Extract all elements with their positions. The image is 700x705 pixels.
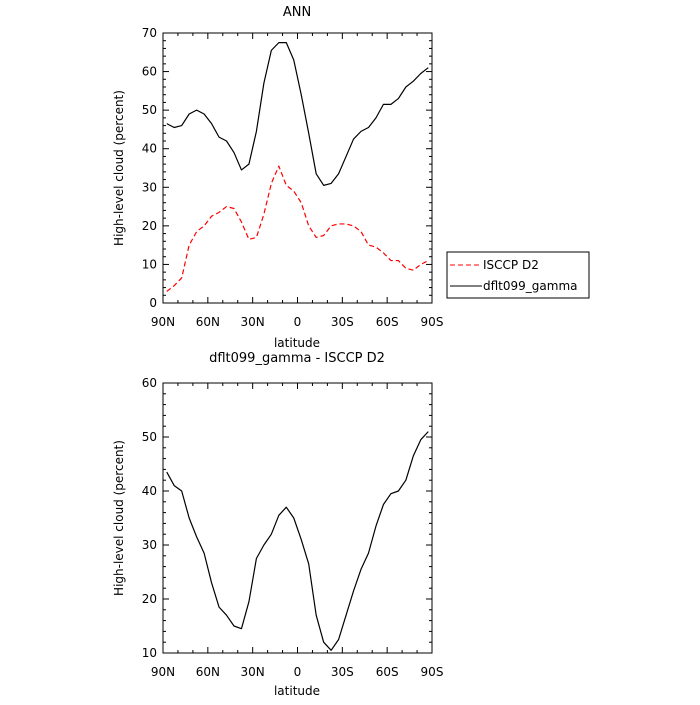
bottom-x-ticks: 90N 60N 30N 0 30S 60S 90S <box>151 383 444 679</box>
top-y-axis-label: High-level cloud (percent) <box>112 90 126 246</box>
top-y-tick-label: 70 <box>142 26 157 40</box>
top-x-ticks: 90N 60N 30N 0 30S 60S 90S <box>151 33 444 329</box>
top-series-line-isccp-d2 <box>166 165 429 292</box>
bottom-y-tick-label: 60 <box>142 376 157 390</box>
legend-label-isccp: ISCCP D2 <box>483 258 539 272</box>
top-x-tick-label: 0 <box>294 315 302 329</box>
top-x-axis-label: latitude <box>274 336 320 350</box>
top-series-lines <box>166 42 429 292</box>
top-plot-frame <box>162 32 433 304</box>
bottom-x-tick-label: 30N <box>241 665 265 679</box>
top-x-tick-label: 60N <box>196 315 220 329</box>
bottom-plot-frame <box>162 382 433 654</box>
bottom-y-tick-label: 20 <box>142 592 157 606</box>
bottom-y-ticks: 10 20 30 40 50 60 <box>142 376 432 660</box>
legend: ISCCP D2 dflt099_gamma <box>446 251 590 299</box>
top-y-tick-label: 0 <box>149 296 157 310</box>
bottom-y-tick-label: 50 <box>142 430 157 444</box>
bottom-x-tick-label: 30S <box>331 665 354 679</box>
bottom-x-tick-label: 60N <box>196 665 220 679</box>
top-series-line-dflt099-gamma <box>166 42 429 186</box>
bottom-x-tick-label: 90S <box>421 665 444 679</box>
bottom-y-tick-label: 40 <box>142 484 157 498</box>
bottom-chart-title: dflt099_gamma - ISCCP D2 <box>209 351 385 366</box>
top-chart-title: ANN <box>283 5 311 20</box>
bottom-x-tick-label: 0 <box>294 665 302 679</box>
top-y-tick-label: 30 <box>142 180 157 194</box>
bottom-x-tick-label: 60S <box>376 665 399 679</box>
top-x-tick-label: 90S <box>421 315 444 329</box>
top-y-tick-label: 60 <box>142 65 157 79</box>
bottom-x-axis-label: latitude <box>274 684 320 698</box>
bottom-panel: dflt099_gamma - ISCCP D2 10 20 30 40 50 60 90… <box>112 351 443 698</box>
top-x-tick-label: 60S <box>376 315 399 329</box>
top-y-tick-label: 40 <box>142 142 157 156</box>
top-y-tick-label: 10 <box>142 257 157 271</box>
legend-label-dflt099: dflt099_gamma <box>483 279 578 293</box>
bottom-series-line-difference <box>166 431 429 651</box>
top-y-ticks: 0 10 20 30 40 50 60 70 <box>142 26 432 310</box>
top-y-tick-label: 20 <box>142 219 157 233</box>
top-x-tick-label: 30S <box>331 315 354 329</box>
bottom-x-tick-label: 90N <box>151 665 175 679</box>
bottom-y-axis-label: High-level cloud (percent) <box>112 440 126 596</box>
bottom-y-tick-label: 30 <box>142 538 157 552</box>
top-y-tick-label: 50 <box>142 103 157 117</box>
top-x-tick-label: 90N <box>151 315 175 329</box>
bottom-series-lines <box>166 431 429 651</box>
top-x-tick-label: 30N <box>241 315 265 329</box>
legend-frame <box>446 251 590 299</box>
bottom-y-tick-label: 10 <box>142 646 157 660</box>
